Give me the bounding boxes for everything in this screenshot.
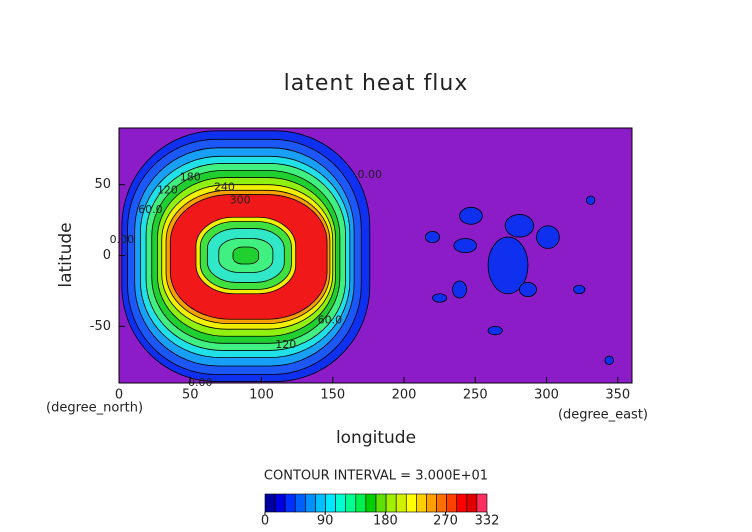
colorbar-cell xyxy=(385,493,397,513)
patch xyxy=(424,231,441,244)
colorbar-cell xyxy=(405,493,417,513)
colorbar-cell xyxy=(436,493,447,513)
patch xyxy=(585,195,596,205)
contour-label: 300 xyxy=(230,193,251,206)
colorbar-cell xyxy=(274,493,286,513)
contour-band xyxy=(232,246,260,265)
colorbar-tick-label: 270 xyxy=(433,514,458,529)
patch xyxy=(604,355,614,365)
field xyxy=(121,130,614,382)
x-tick-label: 350 xyxy=(605,388,630,403)
colorbar-tick-label: 0 xyxy=(261,514,269,529)
contour-label: 0.00 xyxy=(110,233,135,246)
x-tick-label: 50 xyxy=(182,388,199,403)
contour-label: 0.00 xyxy=(358,168,383,181)
patch xyxy=(573,284,586,295)
patch xyxy=(487,236,529,295)
y-unit: (degree_north) xyxy=(46,401,143,416)
patch xyxy=(487,325,503,336)
x-tick-label: 0 xyxy=(115,388,123,403)
colorbar-cell xyxy=(446,493,458,513)
colorbar-cell xyxy=(456,493,468,513)
colorbar-cell xyxy=(284,493,296,513)
colorbar-cell xyxy=(365,493,377,513)
colorbar-tick-label: 332 xyxy=(475,514,500,529)
colorbar-cell xyxy=(416,493,427,513)
colorbar-cell xyxy=(355,493,367,513)
patch xyxy=(504,214,535,238)
contour-label: 120 xyxy=(275,338,296,351)
patch xyxy=(519,282,537,297)
colorbar-tick-label: 90 xyxy=(317,514,334,529)
x-tick-label: 150 xyxy=(320,388,345,403)
x-tick-label: 200 xyxy=(392,388,417,403)
patch xyxy=(459,206,483,225)
colorbar-cell xyxy=(315,493,326,513)
patch xyxy=(452,280,468,299)
colorbar-cell xyxy=(466,493,478,513)
contour-label: 180 xyxy=(180,171,201,184)
colorbar-cell xyxy=(335,493,347,513)
x-tick-label: 100 xyxy=(249,388,274,403)
y-tick-label: 50 xyxy=(94,177,111,192)
x-axis-label: longitude xyxy=(336,428,416,448)
colorbar-cell xyxy=(345,493,357,513)
patch xyxy=(453,238,478,254)
contour-label: 60.0 xyxy=(138,203,163,216)
patch xyxy=(432,293,448,303)
x-tick-label: 300 xyxy=(534,388,559,403)
colorbar-tick-label: 180 xyxy=(373,514,398,529)
contour-label: 240 xyxy=(214,181,235,194)
colorbar-cell xyxy=(375,493,387,513)
contour-interval: CONTOUR INTERVAL = 3.000E+01 xyxy=(264,469,488,484)
colorbar-cell xyxy=(294,493,306,513)
colorbar-cell xyxy=(325,493,336,513)
colorbar-cell xyxy=(395,493,407,513)
colorbar-cell xyxy=(476,493,488,513)
x-unit: (degree_east) xyxy=(558,408,648,423)
y-tick-label: 0 xyxy=(103,248,111,263)
colorbar-cell xyxy=(305,493,316,513)
y-axis-label: latitude xyxy=(56,222,76,287)
chart-title: latent heat flux xyxy=(284,71,469,96)
colorbar-cell xyxy=(426,493,437,513)
x-tick-label: 250 xyxy=(463,388,488,403)
contour-label: 60.0 xyxy=(318,314,343,327)
y-tick-label: -50 xyxy=(90,319,111,334)
colorbar-cell xyxy=(264,493,276,513)
patch xyxy=(536,225,560,249)
contour-label: 120 xyxy=(157,183,178,196)
